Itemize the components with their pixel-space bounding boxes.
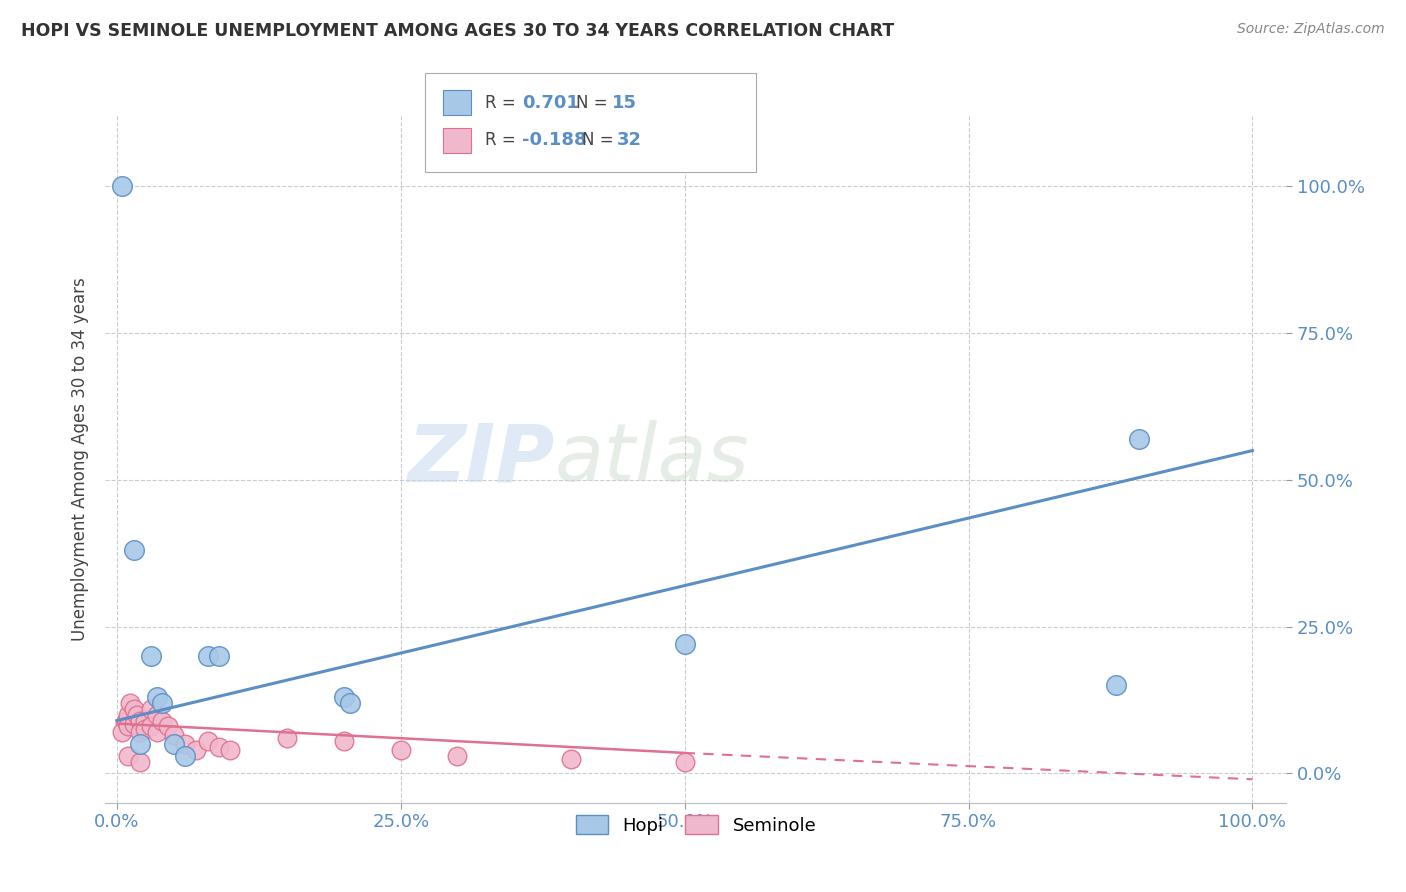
Text: R =: R = — [485, 131, 522, 149]
Point — [219, 743, 242, 757]
Point — [139, 702, 162, 716]
Point — [139, 719, 162, 733]
Point — [117, 748, 139, 763]
Point — [673, 755, 696, 769]
Point — [122, 716, 145, 731]
Point — [128, 714, 150, 728]
Point — [208, 648, 231, 663]
Point — [145, 707, 167, 722]
Legend: Hopi, Seminole: Hopi, Seminole — [568, 807, 824, 842]
Text: N =: N = — [576, 94, 613, 112]
Point — [134, 714, 156, 728]
Point — [174, 737, 197, 751]
Point — [673, 637, 696, 651]
Text: ZIP: ZIP — [406, 420, 554, 499]
Point — [339, 696, 361, 710]
Point — [150, 714, 173, 728]
Text: Source: ZipAtlas.com: Source: ZipAtlas.com — [1237, 22, 1385, 37]
Point — [122, 543, 145, 558]
Point — [197, 648, 219, 663]
Text: 0.701: 0.701 — [522, 94, 578, 112]
Point — [156, 719, 179, 733]
Point — [111, 179, 134, 194]
Point — [145, 690, 167, 705]
Point — [115, 714, 138, 728]
Point — [120, 696, 142, 710]
Point — [162, 737, 184, 751]
Point — [128, 737, 150, 751]
Point — [128, 725, 150, 739]
Point — [117, 707, 139, 722]
Point — [197, 734, 219, 748]
Point — [128, 755, 150, 769]
Point — [139, 648, 162, 663]
Text: R =: R = — [485, 94, 522, 112]
Y-axis label: Unemployment Among Ages 30 to 34 years: Unemployment Among Ages 30 to 34 years — [70, 277, 89, 641]
Point — [145, 725, 167, 739]
Point — [186, 743, 208, 757]
Point — [111, 725, 134, 739]
Point — [276, 731, 298, 746]
Point — [333, 690, 356, 705]
Point — [560, 752, 582, 766]
Text: 15: 15 — [612, 94, 637, 112]
Point — [1105, 678, 1128, 692]
Point — [122, 702, 145, 716]
Text: 32: 32 — [617, 131, 643, 149]
Point — [333, 734, 356, 748]
Text: -0.188: -0.188 — [522, 131, 586, 149]
Point — [127, 707, 149, 722]
Text: atlas: atlas — [554, 420, 749, 499]
Point — [174, 748, 197, 763]
Point — [446, 748, 468, 763]
Point — [389, 743, 412, 757]
Point — [117, 719, 139, 733]
Text: N =: N = — [582, 131, 619, 149]
Point — [1128, 432, 1150, 446]
Point — [208, 739, 231, 754]
Point — [150, 696, 173, 710]
Text: HOPI VS SEMINOLE UNEMPLOYMENT AMONG AGES 30 TO 34 YEARS CORRELATION CHART: HOPI VS SEMINOLE UNEMPLOYMENT AMONG AGES… — [21, 22, 894, 40]
Point — [134, 723, 156, 737]
Point — [162, 728, 184, 742]
